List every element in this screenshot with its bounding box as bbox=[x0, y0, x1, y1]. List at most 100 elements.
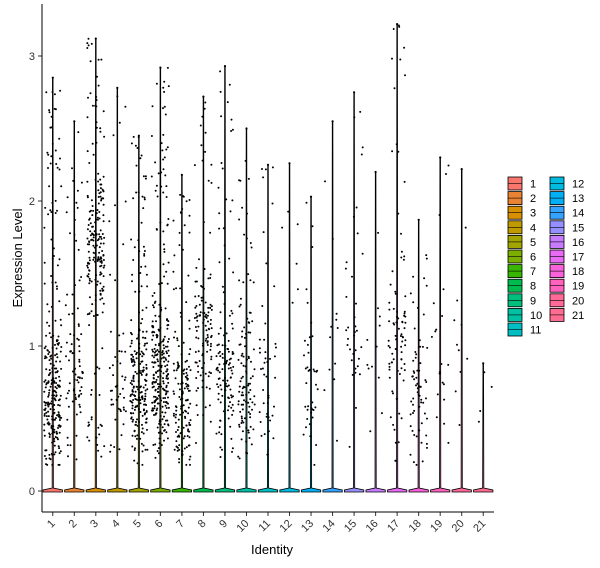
data-point bbox=[161, 350, 164, 352]
data-point bbox=[98, 394, 101, 396]
data-point bbox=[86, 275, 89, 277]
data-point bbox=[354, 371, 357, 374]
data-point bbox=[86, 264, 89, 267]
data-point bbox=[48, 332, 51, 335]
data-point bbox=[99, 187, 102, 190]
data-point bbox=[75, 398, 77, 401]
data-point bbox=[162, 377, 164, 380]
data-point bbox=[144, 177, 147, 180]
data-point bbox=[112, 403, 115, 406]
data-point bbox=[197, 295, 200, 297]
data-point bbox=[47, 410, 50, 413]
data-point bbox=[204, 131, 207, 134]
data-point bbox=[418, 405, 421, 408]
data-point bbox=[181, 208, 184, 210]
data-point bbox=[230, 118, 233, 121]
data-point bbox=[418, 369, 421, 372]
data-point bbox=[124, 410, 127, 413]
data-point bbox=[163, 415, 165, 418]
data-point bbox=[227, 405, 230, 408]
data-point bbox=[195, 442, 197, 444]
data-point bbox=[269, 357, 271, 360]
data-point bbox=[136, 372, 138, 375]
data-point bbox=[133, 246, 136, 249]
data-point bbox=[247, 431, 250, 434]
data-point bbox=[144, 337, 147, 340]
data-point bbox=[167, 320, 170, 323]
data-point bbox=[247, 273, 250, 276]
data-point bbox=[132, 358, 135, 361]
data-point bbox=[183, 447, 186, 450]
violin-cluster-17 bbox=[387, 23, 408, 493]
data-point bbox=[66, 444, 69, 447]
data-point bbox=[188, 214, 191, 217]
data-point bbox=[249, 377, 252, 380]
data-point bbox=[141, 352, 144, 355]
data-point bbox=[157, 452, 160, 455]
data-point bbox=[225, 385, 227, 388]
max-point bbox=[94, 37, 97, 40]
data-point bbox=[201, 367, 203, 369]
data-point bbox=[152, 444, 155, 446]
data-point bbox=[200, 285, 203, 287]
data-point bbox=[245, 370, 248, 373]
data-point bbox=[380, 412, 383, 415]
data-point bbox=[262, 402, 265, 405]
data-point bbox=[47, 394, 50, 396]
data-point bbox=[99, 282, 102, 285]
data-point bbox=[124, 350, 127, 353]
data-point bbox=[99, 242, 102, 245]
data-point bbox=[185, 372, 188, 374]
data-point bbox=[242, 355, 245, 358]
data-point bbox=[138, 369, 141, 372]
data-point bbox=[76, 189, 79, 192]
data-point bbox=[180, 407, 183, 410]
data-point bbox=[418, 429, 421, 432]
data-point bbox=[423, 412, 426, 415]
data-point bbox=[176, 337, 179, 340]
data-point bbox=[88, 256, 91, 259]
data-point bbox=[186, 359, 188, 362]
data-point bbox=[144, 378, 146, 381]
data-point bbox=[250, 246, 253, 249]
data-point bbox=[159, 340, 162, 343]
data-point bbox=[151, 330, 154, 333]
data-point bbox=[50, 426, 53, 429]
violin-cluster-7 bbox=[171, 174, 192, 493]
data-point bbox=[425, 434, 428, 437]
data-point bbox=[165, 384, 168, 387]
data-point bbox=[100, 199, 103, 202]
data-point bbox=[377, 231, 380, 234]
violin-cluster-13 bbox=[300, 196, 322, 493]
data-point bbox=[209, 323, 212, 325]
data-point bbox=[204, 150, 207, 153]
data-point bbox=[57, 445, 60, 448]
data-point bbox=[172, 288, 175, 291]
data-point bbox=[94, 178, 97, 181]
data-point bbox=[101, 311, 104, 314]
data-point bbox=[210, 308, 213, 311]
data-point bbox=[44, 379, 47, 382]
data-point bbox=[154, 456, 157, 459]
data-point bbox=[161, 351, 164, 354]
data-point bbox=[136, 337, 138, 340]
data-point bbox=[186, 399, 188, 402]
data-point bbox=[252, 281, 255, 284]
data-point bbox=[307, 369, 310, 372]
data-point bbox=[165, 401, 168, 403]
data-point bbox=[345, 295, 348, 298]
data-point bbox=[151, 401, 154, 404]
legend-label-1: 1 bbox=[530, 179, 536, 191]
data-point bbox=[442, 383, 445, 386]
data-point bbox=[144, 342, 147, 345]
data-point bbox=[241, 330, 244, 333]
data-point bbox=[347, 326, 350, 329]
data-point bbox=[231, 372, 234, 375]
data-point bbox=[218, 431, 221, 434]
data-point bbox=[94, 260, 96, 263]
data-point bbox=[165, 196, 168, 198]
data-point bbox=[75, 434, 78, 437]
data-point bbox=[95, 99, 98, 101]
data-point bbox=[54, 319, 57, 322]
data-point bbox=[423, 277, 426, 280]
